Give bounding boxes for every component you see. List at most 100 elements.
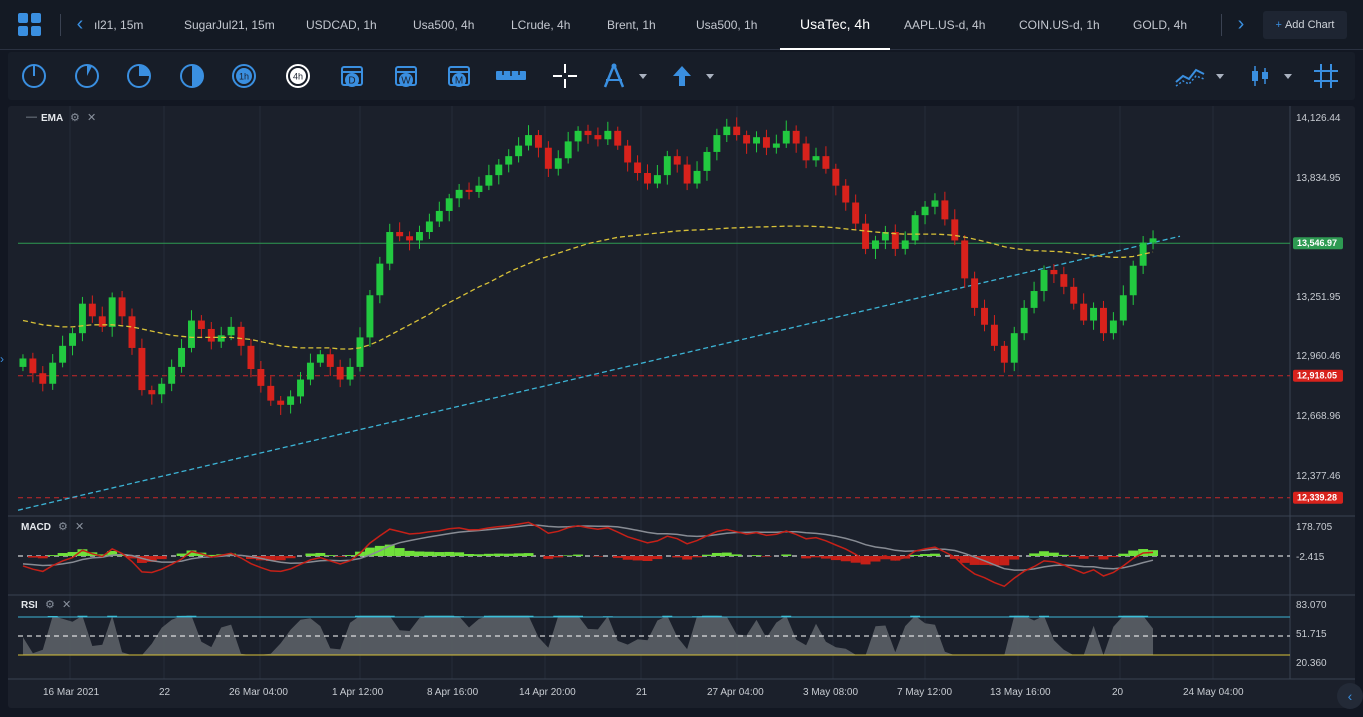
left-panel-toggle-icon[interactable]: › (0, 352, 4, 366)
candle (941, 191, 949, 226)
macd-bar (107, 551, 118, 556)
candle (624, 139, 632, 172)
rsi-pane[interactable]: 83.070 51.715 20.360 (18, 600, 1327, 669)
tab-chart-6[interactable]: Brent, 1h (607, 18, 656, 32)
crosshair-icon[interactable] (551, 62, 579, 90)
candle (1050, 264, 1058, 284)
layout-grid-icon[interactable] (18, 13, 42, 37)
tabs-scroll-right-icon[interactable]: › (1237, 13, 1245, 35)
clock-1h-icon[interactable]: 1h (230, 62, 258, 90)
add-chart-button[interactable]: + Add Chart (1263, 11, 1347, 39)
candle (475, 176, 483, 198)
macd-bar (910, 554, 921, 556)
tabs-scroll-left-icon[interactable]: ‹ (76, 13, 84, 35)
ema-settings-icon[interactable]: ⚙ (70, 112, 80, 124)
candle (287, 390, 295, 414)
markers-dropdown-icon[interactable] (706, 74, 714, 79)
macd-bar (503, 553, 514, 556)
candle (663, 150, 671, 185)
chart-panel[interactable]: 14,126.44 13,834.95 13,251.95 12,960.46 … (8, 106, 1355, 708)
candle (822, 146, 830, 174)
drawing-tools-dropdown-icon[interactable] (639, 74, 647, 79)
clock-15m-icon[interactable] (125, 62, 153, 90)
collapse-ema-icon[interactable]: — (26, 111, 37, 123)
right-panel-toggle-icon[interactable]: ‹ (1337, 683, 1363, 709)
clock-4h-icon[interactable]: 4h (284, 62, 312, 90)
tab-chart-11[interactable]: GOLD, 4h (1133, 18, 1188, 32)
calendar-day-icon[interactable]: D (338, 62, 366, 90)
tab-chart-9[interactable]: AAPL.US-d, 4h (904, 18, 986, 32)
macd-pane[interactable]: 178.705 -2.415 (18, 521, 1333, 588)
macd-bar (731, 554, 742, 556)
arrow-up-icon[interactable] (668, 62, 696, 90)
clock-5m-icon[interactable] (73, 62, 101, 90)
macd-close-icon[interactable]: ✕ (75, 521, 85, 533)
candle (257, 361, 265, 393)
rsi-settings-icon[interactable]: ⚙ (45, 599, 55, 611)
rsi-close-icon[interactable]: ✕ (62, 599, 72, 611)
calendar-month-icon[interactable]: M (445, 62, 473, 90)
drawing-tools-icon[interactable] (600, 62, 628, 90)
candle (634, 155, 642, 181)
candle (753, 131, 760, 153)
candle (465, 182, 473, 200)
tab-chart-10[interactable]: COIN.US-d, 1h (1019, 18, 1100, 32)
tab-chart-5[interactable]: LCrude, 4h (511, 18, 571, 32)
tab-chart-3[interactable]: USDCAD, 1h (306, 18, 377, 32)
candle (1100, 300, 1107, 341)
macd-bar (989, 556, 1000, 566)
candle (842, 179, 850, 211)
tab-chart-2[interactable]: SugarJul21, 15m (184, 18, 275, 32)
candle (525, 125, 532, 151)
line-chart-dropdown-icon[interactable] (1216, 74, 1224, 79)
time-tick: 26 Mar 04:00 (229, 687, 288, 698)
candle (207, 322, 215, 350)
ema-line[interactable] (22, 225, 1154, 350)
candle (1129, 260, 1137, 305)
candle (88, 295, 96, 323)
time-axis: 16 Mar 2021 22 26 Mar 04:00 1 Apr 12:00 … (43, 687, 1244, 698)
macd-bar (781, 554, 792, 556)
candle (485, 164, 493, 191)
macd-bar (47, 555, 58, 556)
candle (713, 128, 721, 161)
current-price-value: 13,546.97 (1297, 238, 1337, 248)
macd-bar (573, 554, 584, 556)
candle (703, 147, 711, 181)
support-2-tag: 12,339.28 (1293, 491, 1343, 504)
chart-type-dropdown-icon[interactable] (1284, 74, 1292, 79)
macd-bar (1029, 553, 1040, 556)
candle (951, 209, 959, 246)
tab-chart-4[interactable]: Usa500, 4h (413, 18, 475, 32)
rsi-tick: 20.360 (1296, 658, 1327, 669)
calendar-week-icon[interactable]: W (392, 62, 420, 90)
trendline[interactable] (17, 235, 1181, 511)
macd-label: MACD (21, 522, 51, 533)
candle (1149, 230, 1157, 250)
macd-settings-icon[interactable]: ⚙ (58, 521, 68, 533)
grid-icon[interactable] (1312, 62, 1340, 90)
candle (425, 213, 433, 239)
line-chart-icon[interactable] (1174, 62, 1206, 90)
candle (1080, 293, 1088, 325)
tab-chart-7[interactable]: Usa500, 1h (696, 18, 758, 32)
candle (455, 183, 463, 208)
price-chart-svg[interactable]: 14,126.44 13,834.95 13,251.95 12,960.46 … (8, 106, 1355, 708)
macd-bar (682, 556, 693, 560)
candle (792, 125, 800, 153)
time-tick: 22 (159, 687, 171, 698)
clock-30m-icon[interactable] (178, 62, 206, 90)
candle (98, 306, 106, 332)
tab-chart-active[interactable]: UsaTec, 4h (780, 0, 890, 50)
ruler-icon[interactable] (495, 62, 527, 90)
clock-1m-icon[interactable] (20, 62, 48, 90)
macd-bar (930, 553, 940, 556)
support-1-value: 12,918.05 (1297, 371, 1337, 381)
candle (39, 366, 47, 392)
candle (554, 150, 562, 176)
tab-chart-1[interactable]: ıl21, 15m (94, 18, 144, 32)
candle (1109, 312, 1117, 340)
candle (584, 124, 592, 144)
candlestick-icon[interactable] (1246, 62, 1274, 90)
ema-close-icon[interactable]: ✕ (87, 112, 97, 124)
